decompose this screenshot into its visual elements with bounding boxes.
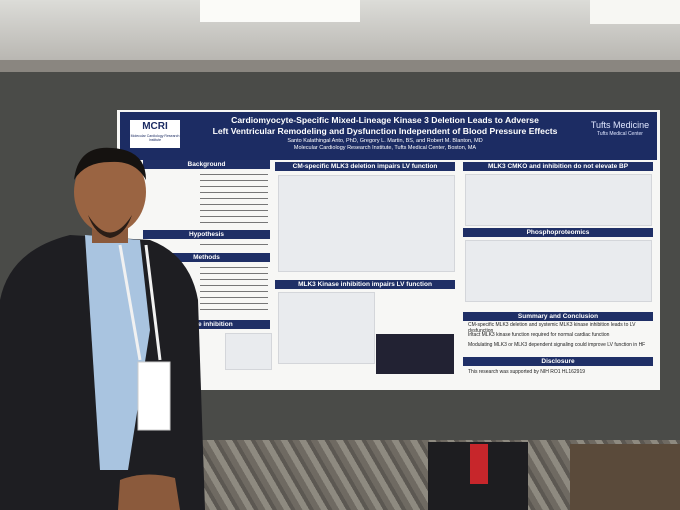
figure bbox=[465, 240, 652, 302]
affiliation: Tufts Medicine Tufts Medical Center bbox=[590, 120, 650, 138]
figure bbox=[278, 292, 375, 364]
title-line: Cardiomyocyte-Specific Mixed-Lineage Kin… bbox=[231, 115, 539, 125]
text-block bbox=[200, 242, 268, 250]
shirt bbox=[85, 235, 150, 470]
head bbox=[74, 150, 146, 234]
logo: MCRI bbox=[142, 121, 168, 132]
affiliation-logo: Tufts Medicine bbox=[590, 120, 650, 130]
section-heading: Summary and Conclusion bbox=[463, 312, 653, 321]
title-line: Left Ventricular Remodeling and Dysfunct… bbox=[212, 126, 558, 136]
section-heading: Phosphoproteomics bbox=[463, 228, 653, 237]
text-block bbox=[200, 265, 268, 315]
figure bbox=[225, 333, 272, 370]
section-heading: Methods bbox=[143, 253, 270, 262]
disclosure-text: This research was supported by NIH RO1 H… bbox=[468, 369, 586, 375]
bag bbox=[470, 444, 488, 484]
section-heading: MLK3 Kinase inhibition impairs LV functi… bbox=[275, 280, 455, 289]
logo-caption: Molecular Cardiology Research Institute bbox=[130, 134, 180, 142]
summary-bullet: Intact MLK3 kinase function required for… bbox=[468, 332, 610, 338]
section-heading: Background bbox=[143, 160, 270, 169]
figure bbox=[465, 174, 652, 226]
ceiling-light bbox=[590, 0, 680, 24]
institution: Molecular Cardiology Research Institute,… bbox=[293, 145, 477, 151]
text-block bbox=[200, 172, 268, 227]
section-heading: MLK3 CMKO and inhibition do not elevate … bbox=[463, 162, 653, 171]
beard bbox=[88, 215, 132, 238]
summary-bullet: CM-specific MLK3 deletion and systemic M… bbox=[468, 322, 636, 334]
authors: Santo Kalathingal Anto, PhD, Gregory L. … bbox=[287, 138, 483, 144]
badge bbox=[137, 361, 171, 431]
figure bbox=[278, 175, 455, 272]
title-block: Cardiomyocyte-Specific Mixed-Lineage Kin… bbox=[180, 115, 590, 152]
hands bbox=[118, 474, 180, 510]
section-heading: CM-specific MLK3 deletion impairs LV fun… bbox=[275, 162, 455, 171]
affiliation-caption: Tufts Medical Center bbox=[597, 131, 643, 137]
section-heading: Kinase inhibition bbox=[143, 320, 270, 329]
logo-box: MCRI Molecular Cardiology Research Insti… bbox=[130, 120, 180, 148]
summary-bullet: Modulating MLK3 or MLK3 dependent signal… bbox=[468, 342, 646, 348]
hair bbox=[74, 147, 146, 180]
poster-header bbox=[120, 112, 657, 160]
section-heading: Disclosure bbox=[463, 357, 653, 366]
lanyard bbox=[118, 244, 162, 361]
echo-image bbox=[376, 334, 454, 374]
ceiling-light bbox=[200, 0, 360, 22]
poster-title: Cardiomyocyte-Specific Mixed-Lineage Kin… bbox=[180, 115, 590, 137]
section-heading: Hypothesis bbox=[143, 230, 270, 239]
person-skirt bbox=[570, 444, 680, 510]
